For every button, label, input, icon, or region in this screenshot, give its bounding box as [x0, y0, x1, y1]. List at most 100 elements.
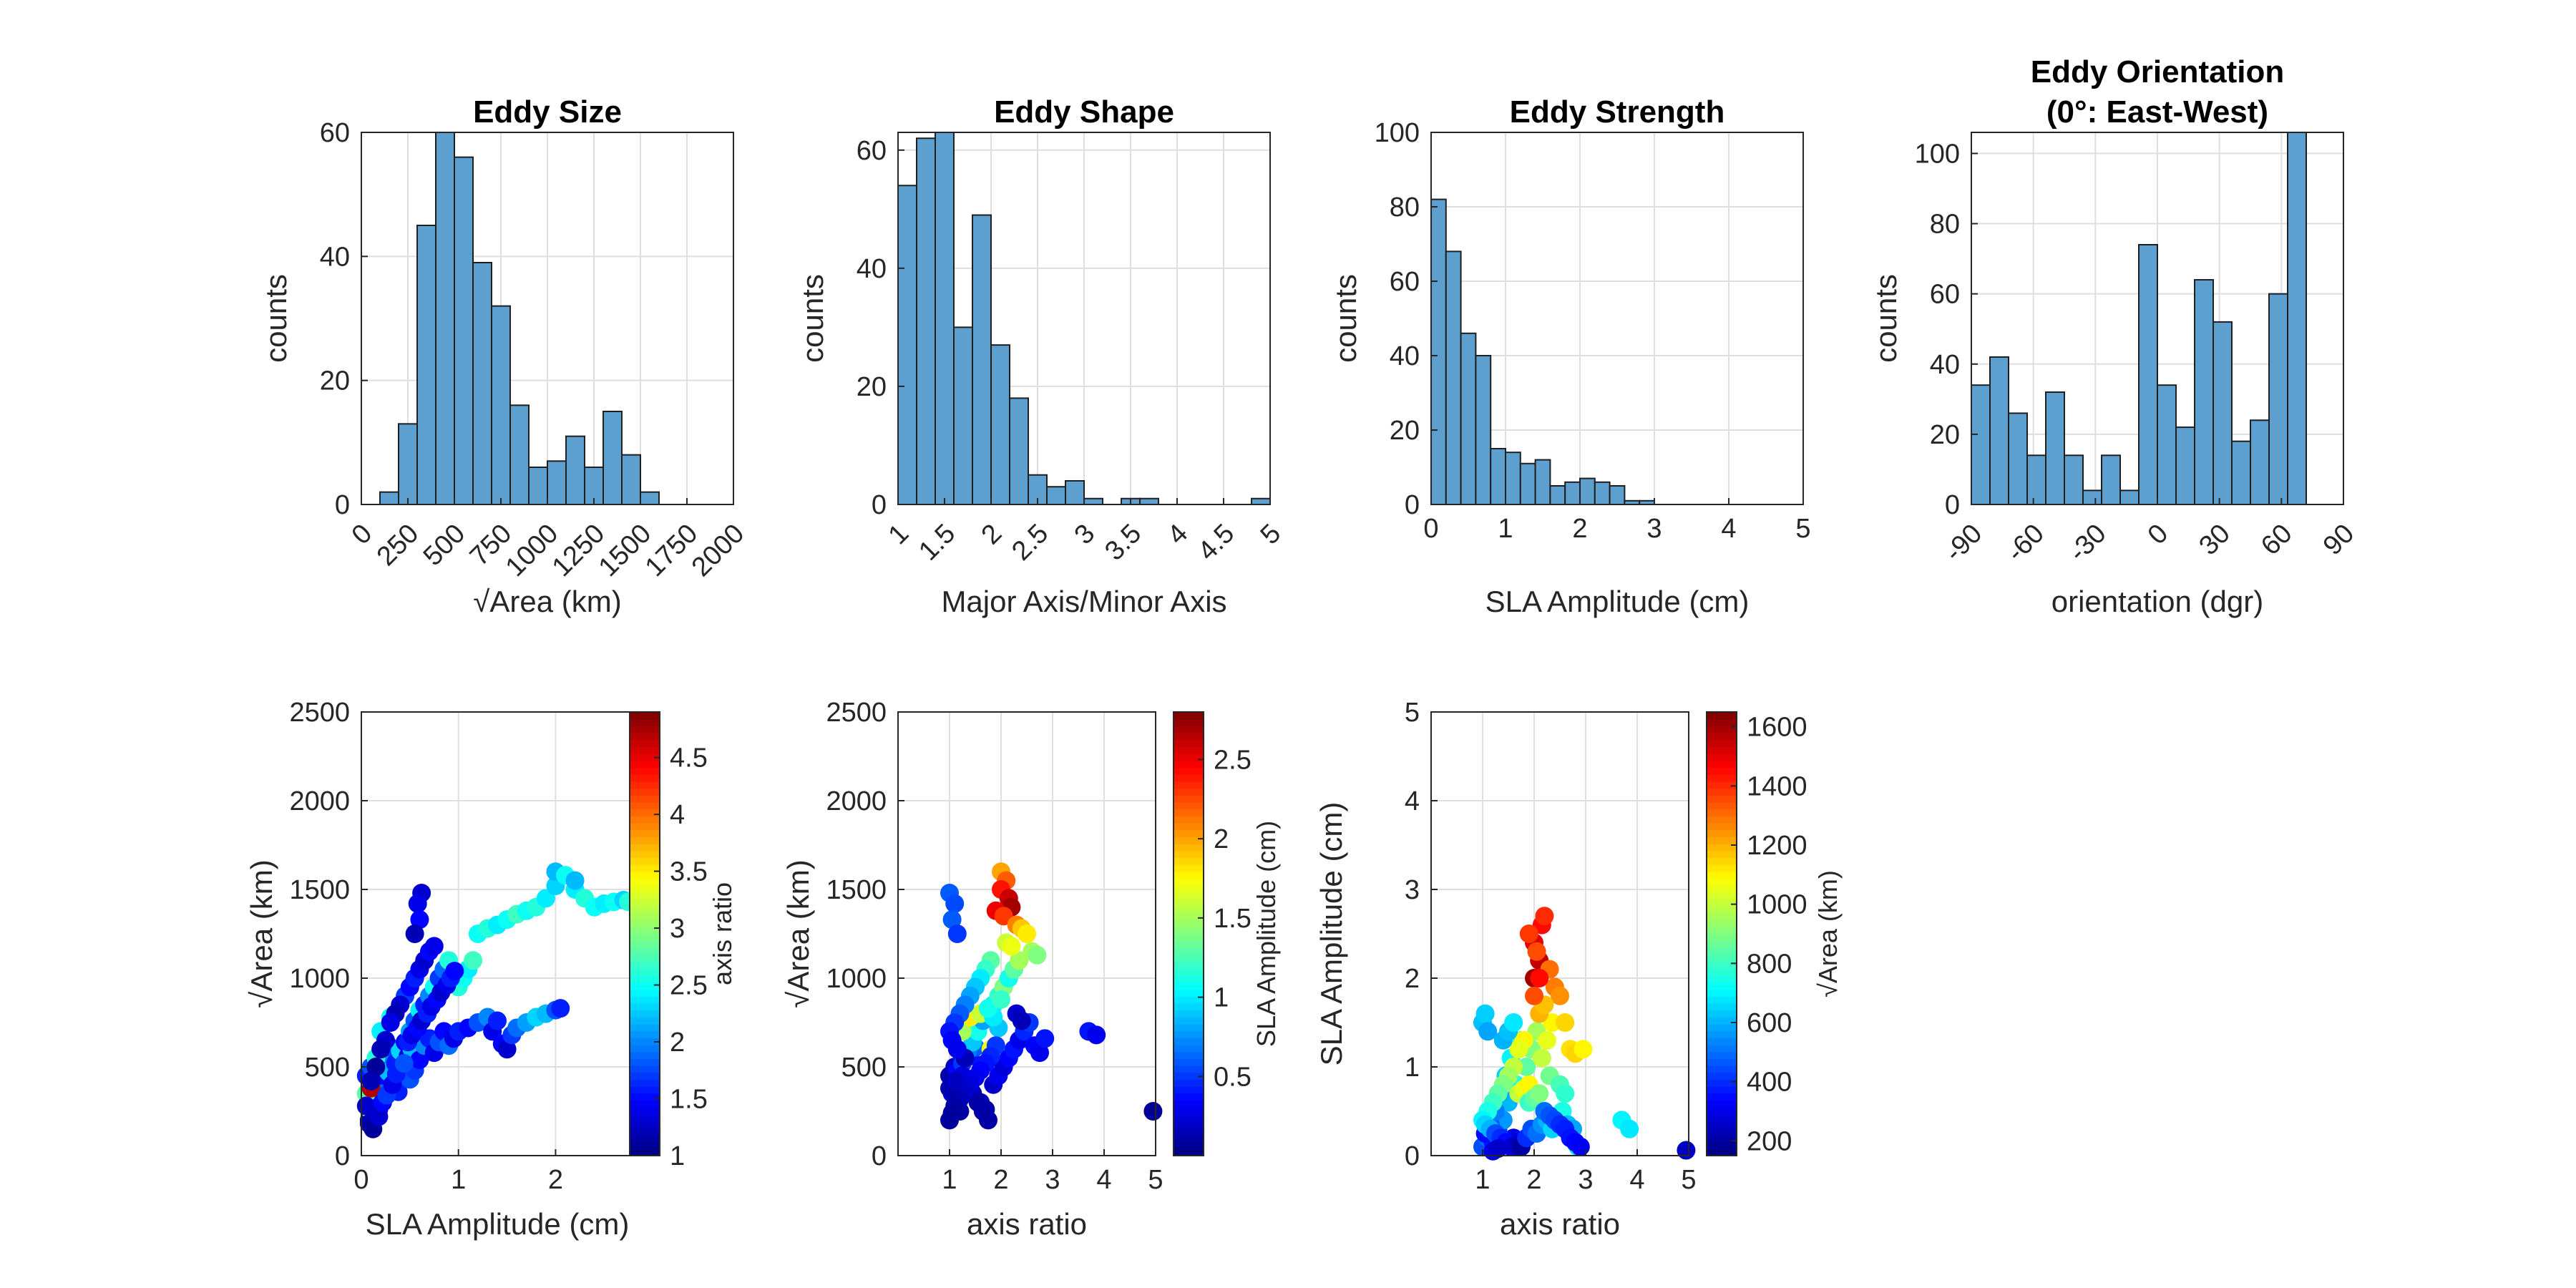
colorbar-segment — [1174, 1038, 1204, 1045]
colorbar-segment — [1707, 947, 1737, 955]
histogram-bar — [2045, 391, 2065, 505]
colorbar-segment — [1707, 989, 1737, 997]
colorbar-segment — [630, 809, 660, 816]
colorbar-segment — [1707, 1148, 1737, 1156]
colorbar-segment — [630, 975, 660, 983]
x-tick-label: 5 — [1795, 514, 1810, 544]
colorbar-segment — [1707, 1023, 1737, 1032]
x-tick-label: 4 — [1096, 1165, 1111, 1195]
x-axis-label: axis ratio — [967, 1207, 1087, 1241]
scatter-point — [1012, 1011, 1031, 1030]
colorbar-segment — [1707, 829, 1737, 837]
panel-sla-vs-size: 0 1 2 0 500 1000 1500 2000 2500 SLA Amplitude (cm… — [245, 698, 737, 1241]
scatter-point — [410, 910, 429, 930]
colorbar-segment — [1174, 1141, 1204, 1149]
colorbar-segment — [1174, 961, 1204, 970]
colorbar-segment — [1174, 774, 1204, 782]
scatter-point — [1532, 1048, 1551, 1068]
y-tick-label: 40 — [1930, 350, 1960, 380]
x-tick-label: 1 — [883, 519, 915, 551]
histogram-bar — [2082, 489, 2102, 506]
chart-title: Eddy Shape — [994, 94, 1174, 130]
scatter-point — [369, 1107, 389, 1126]
x-axis-label: orientation (dgr) — [2051, 585, 2263, 618]
colorbar-segment — [1174, 767, 1204, 775]
scatter-point — [1556, 1013, 1575, 1032]
colorbar-segment — [1174, 739, 1204, 748]
colorbar-segment — [1174, 1134, 1204, 1143]
colorbar-segment — [630, 871, 660, 879]
colorbar-segment — [630, 836, 660, 844]
colorbar-tick-label: 200 — [1747, 1126, 1792, 1156]
colorbar-segment — [1707, 1051, 1737, 1059]
colorbar-segment — [1707, 1010, 1737, 1018]
histogram-bar — [1083, 497, 1103, 506]
y-tick-label: 2000 — [289, 786, 350, 816]
x-tick-label: 4 — [1629, 1165, 1644, 1195]
scatter-point — [1556, 1084, 1575, 1103]
colorbar-segment — [630, 1030, 660, 1038]
colorbar-segment — [1707, 760, 1737, 769]
colorbar-segment — [630, 927, 660, 935]
colorbar-segment — [1174, 795, 1204, 803]
histogram-bar — [1989, 356, 2009, 505]
x-tick-label: 2 — [993, 1165, 1008, 1195]
colorbar-tick-label: 1.5 — [1214, 904, 1252, 934]
x-tick-label: 1500 — [593, 519, 657, 582]
colorbar-segment — [630, 1002, 660, 1011]
y-tick-label: 1500 — [289, 875, 350, 905]
histogram-bar — [398, 423, 418, 505]
colorbar-segment — [1707, 809, 1737, 816]
colorbar-segment — [1174, 996, 1204, 1004]
y-tick-label: 20 — [1390, 416, 1420, 446]
histogram-bar — [472, 262, 492, 505]
histogram-bar — [1009, 397, 1029, 506]
x-tick-label: -90 — [1939, 519, 1989, 568]
colorbar-segment — [630, 774, 660, 782]
y-tick-label: 0 — [872, 1141, 887, 1171]
histogram-bar — [990, 344, 1010, 505]
colorbar-segment — [1707, 871, 1737, 879]
colorbar-segment — [630, 844, 660, 852]
colorbar-segment — [630, 795, 660, 803]
y-tick-label: 1000 — [289, 964, 350, 994]
histogram-bar — [2026, 454, 2046, 505]
colorbar-segment — [630, 1113, 660, 1122]
colorbar-segment — [1174, 1128, 1204, 1136]
colorbar-segment — [1174, 871, 1204, 879]
scatter-point — [488, 1011, 507, 1030]
colorbar-segment — [1174, 934, 1204, 942]
histogram-bar — [1564, 481, 1581, 505]
scatter-point — [497, 1040, 517, 1059]
y-tick-label: 3 — [1405, 875, 1420, 905]
colorbar-segment — [630, 746, 660, 754]
colorbar-segment — [630, 767, 660, 775]
histogram-bar — [509, 404, 530, 505]
histogram-bar — [435, 132, 455, 505]
x-tick-label: 5 — [1255, 519, 1287, 551]
colorbar-segment — [1174, 1065, 1204, 1073]
histogram-bar — [2287, 132, 2307, 505]
colorbar-segment — [630, 947, 660, 955]
x-tick-label: 1 — [942, 1165, 957, 1195]
colorbar-segment — [630, 899, 660, 907]
colorbar-tick-label: 1200 — [1747, 831, 1807, 861]
histogram-bar — [1594, 481, 1611, 505]
x-tick-label: 0 — [2142, 519, 2175, 551]
histogram-bar — [565, 435, 585, 506]
histogram-bar — [2231, 440, 2251, 506]
x-tick-label: 1 — [451, 1165, 466, 1195]
colorbar-segment — [1707, 899, 1737, 907]
scatter-point — [1551, 986, 1569, 1005]
colorbar-segment — [1174, 760, 1204, 769]
y-axis-label: √Area (km) — [781, 859, 815, 1008]
histogram-bar — [1579, 477, 1596, 505]
y-tick-label: 40 — [1390, 341, 1420, 371]
colorbar-segment — [1174, 989, 1204, 997]
x-tick-label: 30 — [2193, 519, 2236, 562]
scatter-point — [1018, 924, 1036, 943]
y-axis-label: counts — [1329, 274, 1362, 363]
scatter-point — [405, 924, 424, 943]
chart-title: Eddy Orientation — [2031, 54, 2284, 89]
histogram-bar — [2194, 279, 2214, 505]
